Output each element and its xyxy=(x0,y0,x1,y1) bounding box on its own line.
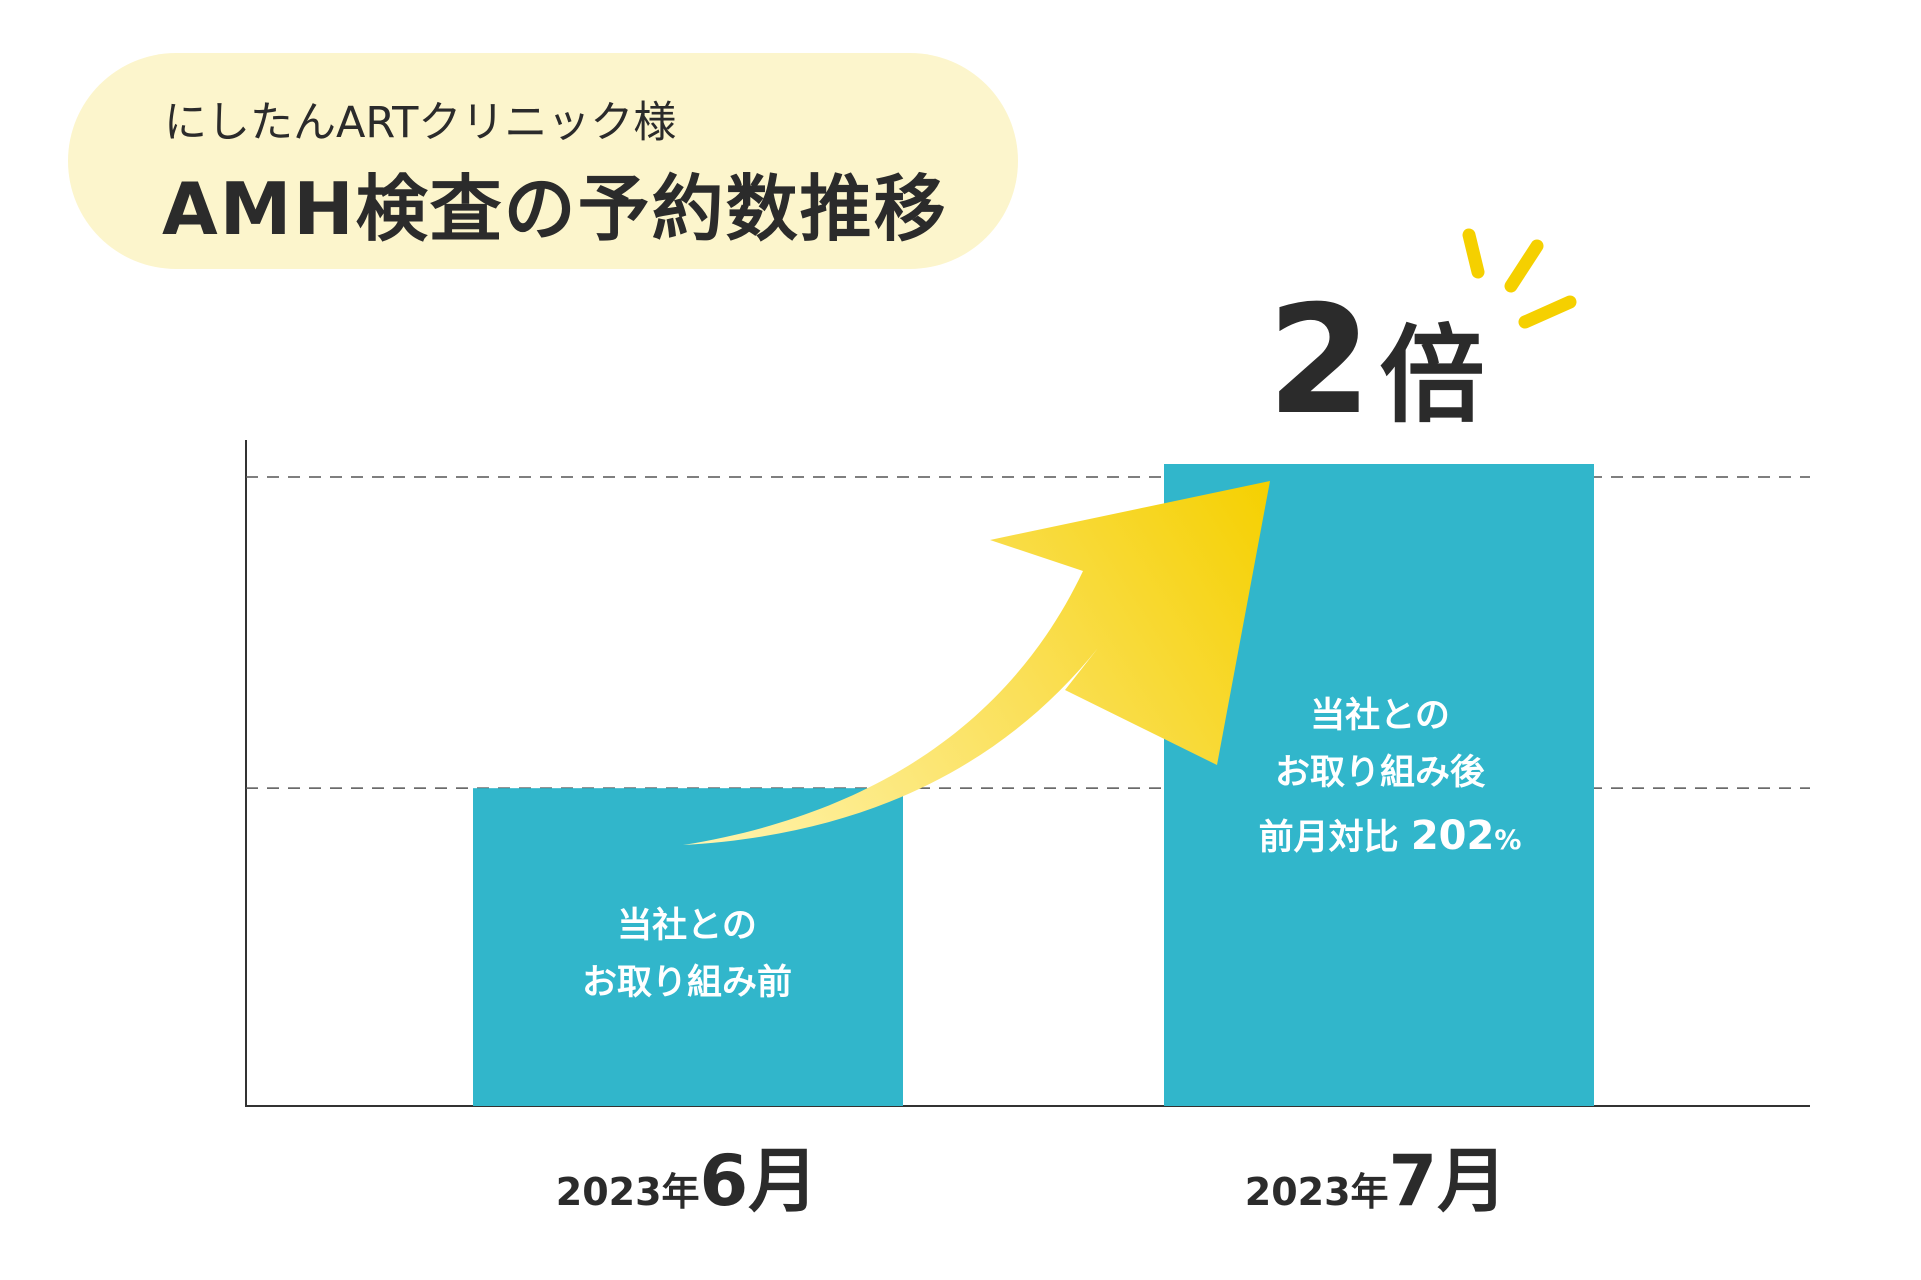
x-label-july: 2023年7月 xyxy=(1245,1140,1507,1222)
x-label-july-month: 7月 xyxy=(1389,1140,1508,1222)
bar-july-ratio: 前月対比 202% xyxy=(1259,813,1522,859)
ratio-value: 202 xyxy=(1411,813,1495,859)
title-pill xyxy=(68,53,1018,269)
ratio-prefix: 前月対比 xyxy=(1259,818,1411,858)
headline-multiplier: 2倍 xyxy=(1267,274,1484,448)
bar-june-label-line2: お取り組み前 xyxy=(582,963,792,1003)
bar-july-label-line2: お取り組み後 xyxy=(1275,753,1486,793)
x-label-june-year: 2023年 xyxy=(556,1170,700,1214)
chart-title: AMH検査の予約数推移 xyxy=(162,167,948,251)
clinic-name: にしたんARTクリニック様 xyxy=(164,98,677,148)
growth-arrow-icon xyxy=(683,481,1270,845)
headline-unit: 倍 xyxy=(1380,315,1485,437)
bar-june-label-line1: 当社との xyxy=(617,906,757,946)
sparkle-icon xyxy=(1462,228,1577,329)
bar-june xyxy=(473,788,903,1106)
x-label-july-year: 2023年 xyxy=(1245,1170,1389,1214)
bar-july-label-line1: 当社との xyxy=(1310,696,1450,736)
x-label-june-month: 6月 xyxy=(700,1140,819,1222)
ratio-unit: % xyxy=(1494,825,1521,856)
headline-number: 2 xyxy=(1267,274,1371,448)
x-label-june: 2023年6月 xyxy=(556,1140,818,1222)
